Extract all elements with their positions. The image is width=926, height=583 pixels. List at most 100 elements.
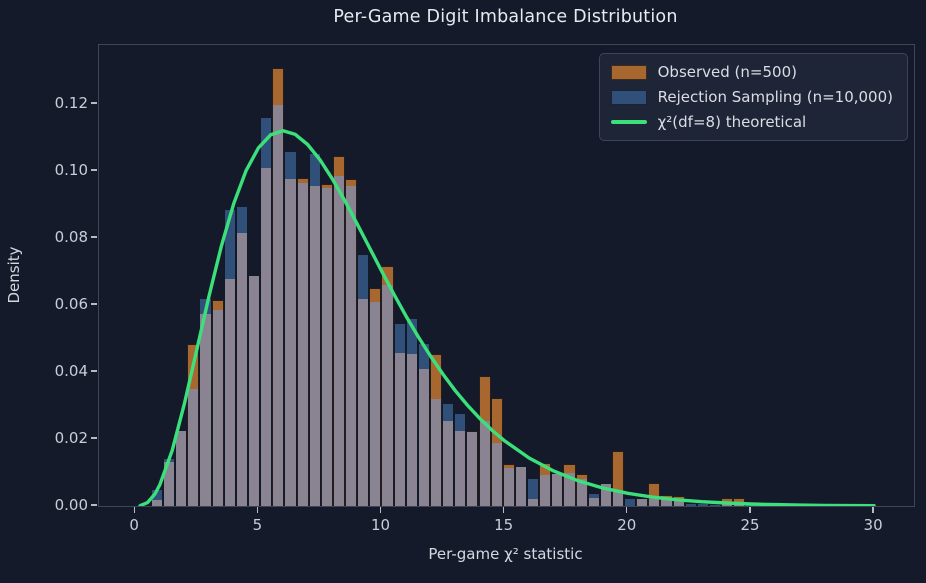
x-axis-label: Per-game χ² statistic [428,545,583,563]
chart-title: Per-Game Digit Imbalance Distribution [333,7,678,27]
histogram-bar-overlap [346,186,357,506]
x-tick-label: 15 [494,516,514,534]
y-tick-mark [91,504,97,506]
histogram-bar-overlap [309,186,320,506]
x-tick-mark [256,506,259,513]
histogram-bar [587,492,600,506]
histogram-bar-overlap [443,420,454,506]
histogram-bar [709,503,722,506]
histogram-bar-overlap [333,176,345,506]
histogram-bar-overlap [358,299,369,506]
histogram-bar [211,299,224,506]
y-tick-mark [91,370,97,372]
curve-swatch-icon [610,120,647,124]
histogram-bar-overlap [528,499,539,506]
histogram-bar-overlap [649,499,660,506]
histogram-bar-overlap [394,352,405,506]
observed-swatch-icon [610,64,647,80]
histogram-bar-overlap [248,276,260,506]
y-tick-label: 0.06 [54,294,88,313]
x-tick-mark [133,506,135,513]
x-tick-label: 30 [863,516,883,534]
histogram-bar-overlap [285,179,296,506]
y-tick-mark [91,102,97,104]
histogram-bar [320,184,333,506]
histogram-bar-overlap [261,167,272,506]
histogram-bar [284,150,297,506]
x-tick-mark [872,506,874,513]
legend-label-rejection: Rejection Sampling (n=10,000) [657,88,893,106]
histogram-bar [296,177,309,506]
histogram-bar [429,354,443,506]
histogram-bar [514,466,528,506]
histogram-bar-overlap [503,467,514,506]
x-tick-label: 10 [370,516,391,534]
histogram-bar [272,68,285,506]
histogram-bar [648,483,661,506]
histogram-bar-overlap [540,475,551,506]
histogram-bar-overlap [212,309,223,506]
histogram-bar-overlap [418,369,429,506]
histogram-bar [696,503,709,506]
x-tick-label: 25 [740,516,760,534]
x-tick-label: 5 [252,516,263,534]
chi-square-curve [138,128,876,506]
x-tick-mark [379,506,382,513]
histogram-bar [502,463,515,506]
histogram-bar [199,297,212,506]
y-axis-label: Density [5,246,23,304]
histogram-bar-overlap [515,467,527,506]
histogram-bar [405,317,418,506]
y-tick-mark [91,437,97,439]
y-tick-label: 0.02 [54,428,88,447]
histogram-bar-overlap [321,187,332,506]
y-tick-mark [91,236,97,238]
x-tick-label: 0 [129,516,139,534]
rejection-swatch-icon [610,89,647,105]
histogram-bar-overlap [430,399,442,506]
histogram-bar-overlap [224,279,235,506]
histogram-bar [478,376,491,506]
legend-item-observed: Observed (n=500) [610,63,893,81]
histogram-bar [235,206,248,506]
histogram-bar [381,266,394,506]
y-tick-mark [91,303,97,305]
histogram-bar [369,288,382,506]
histogram-bar [490,397,503,506]
histogram-bar-overlap [188,388,199,506]
histogram-bar-overlap [151,500,163,506]
histogram-bar [223,209,236,506]
y-tick-label: 0.04 [54,361,88,380]
histogram-bar-overlap [552,473,563,506]
histogram-bar-overlap [479,420,490,506]
histogram-bar-overlap [588,497,599,506]
histogram-bar [636,498,649,506]
histogram-bar-overlap [382,284,393,506]
y-tick-label: 0.12 [54,93,88,112]
histogram-bar-overlap [236,232,247,506]
histogram-bar [466,430,479,506]
histogram-bar-overlap [455,430,466,506]
histogram-bar-overlap [600,484,611,506]
histogram-bar [527,477,540,506]
y-tick-label: 0.10 [54,160,88,179]
x-tick-label: 20 [617,516,637,534]
histogram-bar-overlap [661,499,672,506]
histogram-bar-overlap [576,479,587,506]
histogram-bar-overlap [612,489,624,506]
histogram-bar-overlap [467,431,478,506]
histogram-bar [454,412,467,506]
histogram-bar [684,502,697,506]
y-tick-mark [91,169,97,171]
histogram-bar [175,430,188,506]
histogram-bar-overlap [370,301,381,506]
histogram-bar [345,178,358,506]
histogram-bar [624,497,637,506]
legend-label-observed: Observed (n=500) [657,63,797,81]
histogram-bar-overlap [673,500,684,506]
histogram-bar [442,402,455,506]
x-tick-mark [626,506,628,513]
legend: Observed (n=500) Rejection Sampling (n=1… [598,53,908,141]
histogram-bar-overlap [491,442,502,506]
